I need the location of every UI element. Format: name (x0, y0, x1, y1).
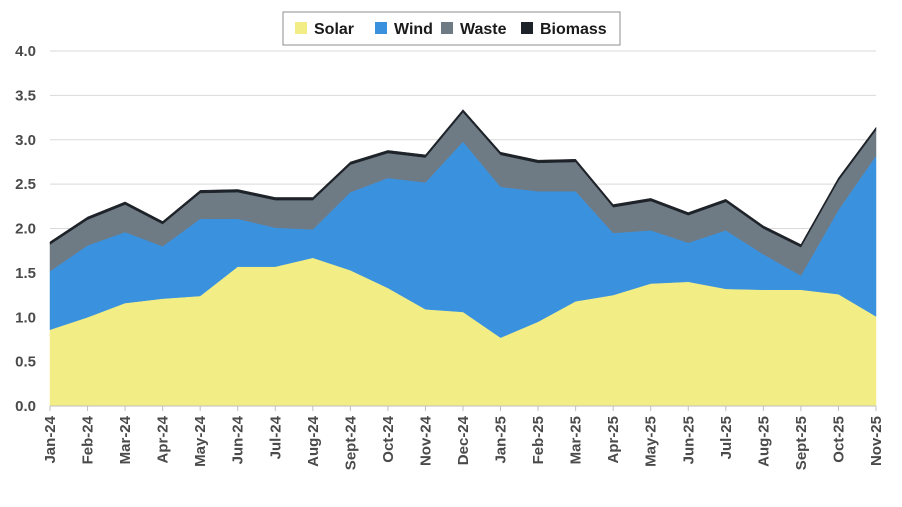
legend-label-biomass: Biomass (540, 21, 607, 38)
series-areas (49, 109, 877, 407)
y-tick-label: 2.0 (15, 221, 36, 238)
x-tick-label: May-24 (192, 415, 209, 467)
x-axis: Jan-24 Feb-24 Mar-24 Apr-24 May-24 Jun-24 Jul-… (42, 405, 885, 470)
x-tick-label: Feb-25 (530, 416, 547, 464)
x-tick-label: Nov-25 (868, 416, 885, 466)
x-tick-label: May-25 (643, 416, 660, 467)
area-biomass (49, 109, 877, 248)
x-tick-label: Aug-25 (755, 416, 772, 467)
y-tick-label: 3.5 (15, 87, 36, 104)
x-tick-label: Jan-25 (493, 416, 510, 464)
x-tick-label: Jan-24 (42, 415, 59, 463)
x-tick-label: Apr-25 (605, 416, 622, 464)
y-tick-label: 4.0 (15, 43, 36, 60)
y-axis: 0.0 0.5 1.0 1.5 2.0 2.5 3.0 3.5 4.0 (15, 43, 36, 415)
x-tick-label: Mar-24 (117, 415, 134, 464)
x-tick-label: Aug-24 (305, 415, 322, 466)
x-tick-label: Jun-24 (230, 415, 247, 464)
legend-swatch-wind (375, 22, 387, 34)
legend-label-solar: Solar (314, 21, 354, 38)
x-tick-label: Jun-25 (680, 416, 697, 464)
y-tick-label: 1.5 (15, 265, 36, 282)
x-tick-label: Jul-25 (718, 416, 735, 459)
y-tick-label: 2.5 (15, 176, 36, 193)
x-tick-label: Mar-25 (568, 416, 585, 464)
legend-swatch-solar (295, 22, 307, 34)
legend-swatch-waste (441, 22, 453, 34)
x-tick-label: Nov-24 (417, 415, 434, 466)
legend: Solar Wind Waste Biomass (282, 11, 621, 46)
y-tick-label: 3.0 (15, 132, 36, 149)
x-tick-label: Dec-24 (455, 415, 472, 465)
y-tick-label: 0.0 (15, 398, 36, 415)
y-tick-label: 1.0 (15, 309, 36, 326)
x-tick-label: Sept-25 (793, 416, 810, 470)
legend-label-wind: Wind (394, 21, 433, 38)
x-tick-label: Jul-24 (267, 415, 284, 459)
x-tick-label: Feb-24 (80, 415, 97, 464)
y-tick-label: 0.5 (15, 354, 36, 371)
legend-label-waste: Waste (460, 21, 507, 38)
legend-swatch-biomass (521, 22, 533, 34)
x-tick-label: Sept-24 (342, 415, 359, 470)
x-tick-label: Apr-24 (155, 415, 172, 463)
x-tick-label: Oct-25 (830, 416, 847, 463)
x-tick-label: Oct-24 (380, 415, 397, 462)
